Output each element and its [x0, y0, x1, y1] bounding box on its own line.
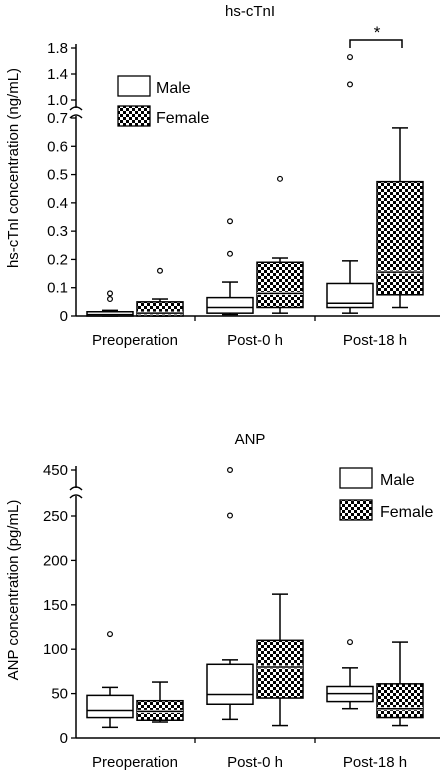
outlier-point [106, 290, 113, 297]
outlier-point [157, 267, 164, 274]
significance-bracket: * [349, 23, 403, 48]
y-tick-label: 1.8 [47, 40, 68, 57]
iqr-box [256, 261, 304, 309]
legend: Male Female [339, 467, 433, 521]
outlier-point [347, 54, 354, 61]
outlier-point [106, 296, 113, 303]
y-tick-label: 100 [43, 641, 68, 658]
y-tick-label: 1.4 [47, 66, 68, 83]
chart-anp: ANP ANP concentration (pg/mL) 0 50 100 150 2… [5, 431, 440, 771]
x-tick-labels: Preoperation Post-0 h Post-18 h [92, 316, 407, 349]
boxes [86, 467, 424, 729]
box-female-0 [136, 681, 184, 723]
boxes [86, 54, 424, 317]
y-tick-label: 0.5 [47, 167, 68, 184]
x-tick-label: Post-18 h [343, 332, 407, 349]
axis-break-mark [69, 106, 83, 119]
chart-title: hs-cTnI [225, 3, 275, 20]
y-axis-label: hs-cTnI concentration (ng/mL) [5, 68, 22, 268]
x-tick-label: Post-0 h [227, 332, 283, 349]
y-tick-label: 250 [43, 508, 68, 525]
x-tick-label: Post-18 h [343, 754, 407, 771]
y-tick-label: 450 [43, 462, 68, 479]
y-tick-label: 0.6 [47, 138, 68, 155]
legend-swatch-female [117, 105, 151, 127]
legend-label-male: Male [156, 80, 191, 97]
iqr-box [86, 694, 134, 719]
box-male-0 [86, 631, 134, 729]
legend-label-female: Female [156, 110, 209, 127]
outlier-point [227, 218, 234, 225]
x-tick-labels: Preoperation Post-0 h Post-18 h [92, 738, 407, 771]
box-female-2 [376, 641, 424, 727]
y-tick-label: 50 [51, 686, 68, 703]
y-tick-label: 200 [43, 552, 68, 569]
y-tick-label: 1.0 [47, 92, 68, 109]
box-male-2 [326, 639, 374, 710]
significance-star: * [374, 23, 381, 42]
legend-swatch-male [339, 467, 373, 489]
axes: 0 50 100 150 200 250 450 [43, 462, 440, 747]
outlier-point [227, 467, 234, 474]
y-tick-label: 0 [60, 730, 68, 747]
box-male-1 [206, 218, 254, 316]
chart-title: ANP [235, 431, 266, 448]
y-tick-label: 150 [43, 597, 68, 614]
legend-label-male: Male [380, 472, 415, 489]
y-tick-label: 0.4 [47, 195, 68, 212]
axes: 0 0.1 0.2 0.3 0.4 0.5 0.6 0.71.0 1.4 1.8 [47, 40, 440, 325]
outlier-point [347, 81, 354, 88]
iqr-box [376, 180, 424, 296]
chart-hs-ctni: hs-cTnI hs-cTnI concentration (ng/mL) 00… [5, 3, 440, 349]
box-female-2 [376, 127, 424, 309]
y-axis-label: ANP concentration (pg/mL) [5, 500, 22, 681]
y-tick-label: 0 [60, 308, 68, 325]
iqr-box [376, 683, 424, 719]
outlier-point [277, 175, 284, 182]
outlier-point [106, 631, 113, 638]
legend-swatch-female [339, 499, 373, 521]
box-male-2 [326, 54, 374, 314]
box-female-0 [136, 267, 184, 317]
box-male-1 [206, 467, 254, 721]
legend-swatch-male [117, 75, 151, 97]
outlier-point [347, 639, 354, 646]
x-tick-label: Preoperation [92, 332, 178, 349]
y-tick-label: 0.7 [47, 110, 68, 127]
x-tick-label: Post-0 h [227, 754, 283, 771]
box-female-1 [256, 593, 304, 727]
outlier-point [227, 512, 234, 519]
iqr-box [206, 296, 254, 314]
legend: Male Female [117, 75, 209, 127]
iqr-box [206, 663, 254, 706]
legend-label-female: Female [380, 504, 433, 521]
box-male-0 [86, 290, 134, 317]
bracket-line [349, 39, 403, 48]
iqr-box [256, 639, 304, 699]
y-tick-label: 0.2 [47, 251, 68, 268]
outlier-point [227, 250, 234, 257]
x-tick-label: Preoperation [92, 754, 178, 771]
axis-break-mark [69, 486, 83, 499]
box-female-1 [256, 175, 304, 314]
y-tick-label: 0.3 [47, 223, 68, 240]
y-tick-label: 0.1 [47, 280, 68, 297]
